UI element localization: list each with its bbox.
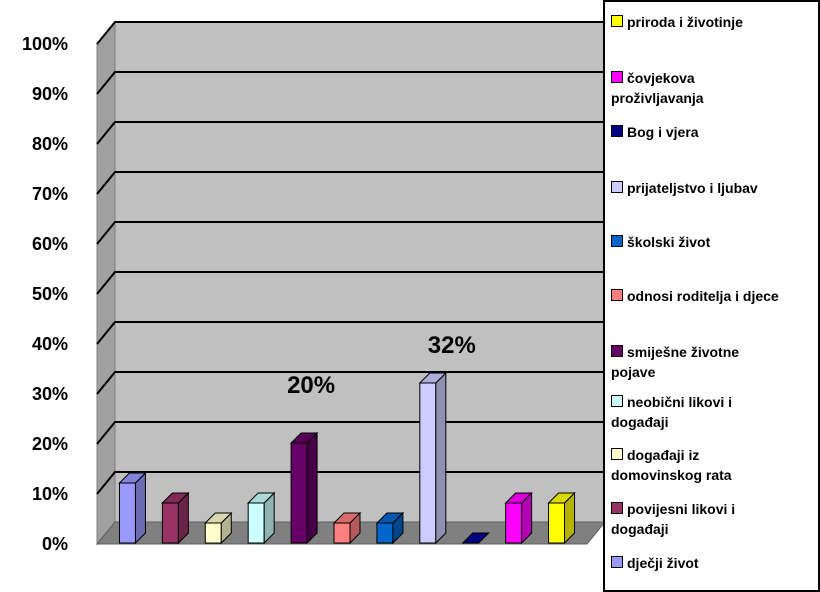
bar	[332, 511, 362, 545]
chart-walls	[95, 20, 604, 546]
legend-swatch	[611, 345, 623, 357]
legend-label: čovjekova	[627, 70, 695, 86]
gridline	[96, 21, 604, 45]
data-label: 32%	[428, 332, 476, 359]
legend-item: odnosi roditelja i djece	[611, 286, 818, 306]
legend-item: smiješne životne pojave	[611, 342, 818, 382]
legend-label-line2: događaji	[611, 521, 669, 537]
gridline	[96, 221, 604, 245]
gridline	[96, 71, 604, 95]
legend-label: dječji život	[627, 555, 699, 571]
legend-label: odnosi roditelja i djece	[627, 288, 779, 304]
y-tick-label: 40%	[32, 334, 68, 354]
y-tick-label: 80%	[32, 134, 68, 154]
legend-swatch	[611, 235, 623, 247]
legend-label-line2: pojave	[611, 364, 656, 380]
y-tick-label: 20%	[32, 434, 68, 454]
y-tick-label: 60%	[32, 234, 68, 254]
legend-item: neobični likovi i događaji	[611, 392, 818, 432]
gridline	[96, 271, 604, 295]
legend-swatch	[611, 395, 623, 407]
legend-item: školski život	[611, 232, 818, 252]
legend-swatch	[611, 502, 623, 514]
legend-item: prijateljstvo i ljubav	[611, 178, 818, 198]
y-tick-label: 30%	[32, 384, 68, 404]
y-tick-label: 90%	[32, 84, 68, 104]
legend-item: dječji život	[611, 553, 818, 573]
data-labels: 20% 32%	[287, 332, 476, 399]
y-tick-label: 0%	[42, 534, 68, 554]
bars	[118, 371, 576, 545]
legend-item: događaji iz domovinskog rata	[611, 445, 818, 485]
bar	[547, 491, 576, 545]
bar	[161, 491, 190, 545]
legend: priroda i životinje čovjekova proživljavan…	[603, 0, 820, 592]
legend-label: neobični likovi i	[627, 394, 733, 410]
legend-item: priroda i životinje	[611, 12, 818, 32]
legend-label: povijesni likovi i	[627, 501, 736, 517]
legend-swatch	[611, 71, 623, 83]
legend-label: priroda i životinje	[627, 14, 743, 30]
legend-item: čovjekova proživljavanja	[611, 68, 818, 108]
gridline	[96, 171, 604, 195]
y-tick-label: 10%	[32, 484, 68, 504]
gridline	[96, 121, 604, 145]
legend-label-line2: događaji	[611, 414, 669, 430]
legend-label: događaji iz	[627, 447, 700, 463]
legend-label: prijateljstvo i ljubav	[627, 180, 758, 196]
legend-swatch	[611, 181, 623, 193]
legend-swatch	[611, 448, 623, 460]
bar	[204, 511, 233, 545]
gridline	[96, 321, 604, 345]
legend-item: povijesni likovi i događaji	[611, 499, 818, 539]
legend-swatch	[611, 125, 623, 137]
gridline	[96, 371, 604, 395]
legend-label: smiješne životne	[627, 344, 740, 360]
legend-swatch	[611, 289, 623, 301]
bar	[504, 491, 533, 545]
legend-label: školski život	[627, 234, 711, 250]
y-axis-ticks: 0% 10% 20% 30% 40% 50% 60% 70% 80% 90% 100%	[22, 34, 68, 554]
legend-label-line2: domovinskog rata	[611, 467, 732, 483]
data-label: 20%	[287, 372, 335, 399]
legend-item: Bog i vjera	[611, 122, 818, 142]
legend-swatch	[611, 556, 623, 568]
bar	[418, 371, 448, 545]
bar	[375, 511, 405, 545]
bar	[246, 491, 276, 545]
y-tick-label: 100%	[22, 34, 68, 54]
y-tick-label: 50%	[32, 284, 68, 304]
bar	[461, 532, 490, 544]
legend-label-line2: proživljavanja	[611, 90, 704, 106]
bar	[289, 431, 319, 545]
legend-swatch	[611, 15, 623, 27]
legend-label: Bog i vjera	[627, 124, 699, 140]
y-tick-label: 70%	[32, 184, 68, 204]
bar-chart: 0% 10% 20% 30% 40% 50% 60% 70% 80% 90% 100% 20% 32%	[22, 20, 604, 554]
bar	[118, 471, 147, 545]
